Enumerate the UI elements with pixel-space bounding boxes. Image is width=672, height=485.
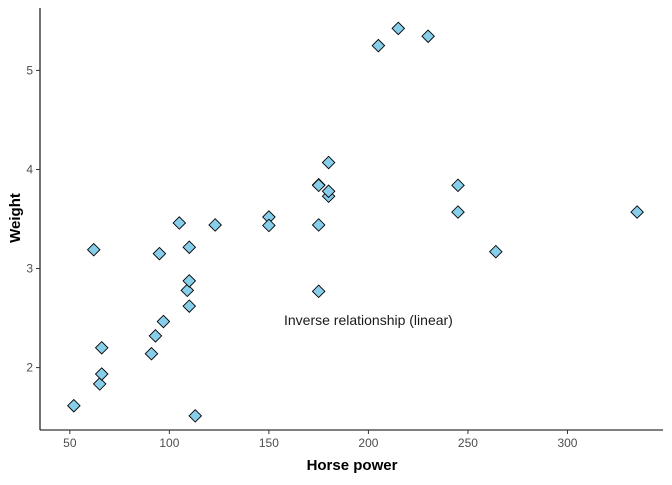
x-axis-title: Horse power bbox=[307, 457, 398, 474]
data-point bbox=[188, 408, 203, 423]
data-point bbox=[262, 218, 276, 233]
data-point bbox=[321, 184, 336, 199]
data-point bbox=[148, 329, 163, 343]
y-tick-label: 2 bbox=[26, 361, 33, 375]
data-point bbox=[144, 346, 159, 361]
data-point bbox=[311, 178, 326, 193]
data-point bbox=[630, 205, 644, 219]
y-tick-label: 4 bbox=[26, 162, 33, 176]
chart-annotation: Inverse relationship (linear) bbox=[284, 312, 453, 328]
data-point bbox=[86, 242, 101, 257]
x-tick-label: 200 bbox=[358, 436, 378, 450]
data-point bbox=[182, 240, 197, 255]
data-point bbox=[208, 218, 222, 232]
data-point bbox=[182, 299, 197, 314]
data-point bbox=[156, 314, 171, 329]
data-points bbox=[67, 21, 644, 423]
data-point bbox=[451, 178, 465, 193]
x-tick-label: 250 bbox=[458, 436, 478, 450]
data-point bbox=[321, 155, 336, 170]
data-point bbox=[311, 284, 326, 299]
ticks: 50 100 150 200 250 300 2 3 4 5 bbox=[26, 63, 577, 450]
x-tick-label: 100 bbox=[159, 436, 179, 450]
y-tick-label: 5 bbox=[26, 63, 33, 77]
data-point bbox=[172, 216, 187, 230]
data-point bbox=[94, 340, 109, 355]
data-point bbox=[180, 283, 195, 298]
y-tick-label: 3 bbox=[26, 262, 33, 276]
x-tick-label: 150 bbox=[259, 436, 279, 450]
data-point bbox=[488, 244, 503, 259]
data-point bbox=[421, 29, 435, 44]
data-point bbox=[67, 398, 81, 413]
x-tick-label: 300 bbox=[557, 436, 577, 450]
y-axis-title: Weight bbox=[7, 193, 24, 243]
data-point bbox=[451, 205, 465, 219]
data-point bbox=[371, 38, 386, 53]
x-tick-label: 50 bbox=[63, 436, 77, 450]
data-point bbox=[92, 377, 107, 391]
data-point bbox=[152, 246, 167, 261]
data-point bbox=[182, 274, 197, 288]
data-point bbox=[94, 367, 109, 381]
data-point bbox=[311, 218, 326, 232]
data-point bbox=[391, 21, 406, 36]
axes bbox=[39, 8, 663, 431]
